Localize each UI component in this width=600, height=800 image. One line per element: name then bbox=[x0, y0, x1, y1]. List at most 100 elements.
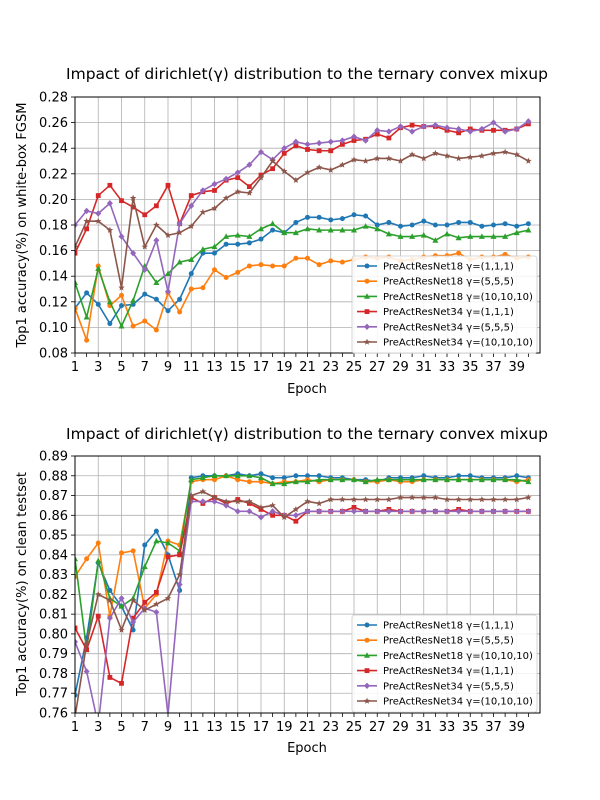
data-point bbox=[107, 675, 113, 680]
data-point bbox=[258, 479, 264, 485]
series-0 bbox=[75, 471, 531, 698]
data-point bbox=[385, 508, 392, 515]
data-point bbox=[351, 133, 357, 140]
data-point bbox=[257, 504, 265, 511]
y-tick-label: 0.08 bbox=[39, 347, 68, 362]
data-point bbox=[315, 164, 323, 171]
data-point bbox=[153, 600, 160, 608]
data-point bbox=[408, 151, 416, 158]
data-point bbox=[106, 200, 113, 207]
x-axis-label: Epoch bbox=[287, 741, 327, 756]
data-point bbox=[292, 505, 300, 513]
data-point bbox=[199, 474, 206, 481]
data-point bbox=[351, 212, 357, 218]
data-point bbox=[176, 571, 183, 578]
data-point bbox=[444, 230, 450, 237]
data-point bbox=[130, 615, 136, 621]
data-point bbox=[199, 187, 206, 194]
data-point bbox=[118, 322, 125, 329]
data-point bbox=[165, 288, 171, 295]
data-point bbox=[258, 225, 264, 232]
y-tick-label: 0.20 bbox=[39, 193, 68, 208]
data-point bbox=[141, 563, 148, 570]
data-point bbox=[119, 550, 124, 556]
data-point bbox=[199, 488, 207, 495]
y-tick-label: 0.78 bbox=[39, 667, 68, 682]
data-point bbox=[467, 128, 474, 135]
x-tick-label: 21 bbox=[299, 360, 316, 375]
series-line bbox=[75, 474, 529, 651]
data-point bbox=[153, 279, 160, 285]
legend-label: PreActResNet18 γ=(1,1,1) bbox=[383, 621, 514, 632]
data-point bbox=[362, 478, 369, 485]
data-point bbox=[129, 194, 137, 201]
legend-item: PreActResNet34 γ=(1,1,1) bbox=[357, 666, 514, 677]
data-point bbox=[408, 494, 416, 501]
data-point bbox=[316, 508, 323, 515]
data-point bbox=[118, 284, 125, 291]
data-point bbox=[386, 219, 392, 225]
x-tick-label: 3 bbox=[94, 720, 102, 735]
data-point bbox=[525, 494, 532, 501]
data-point bbox=[455, 234, 462, 241]
data-point bbox=[130, 204, 136, 210]
data-point bbox=[443, 496, 451, 503]
data-point bbox=[525, 157, 532, 164]
data-point bbox=[269, 508, 276, 515]
data-point bbox=[351, 226, 357, 233]
data-point bbox=[444, 222, 450, 228]
data-point bbox=[305, 255, 310, 261]
legend-item: PreActResNet18 γ=(5,5,5) bbox=[357, 277, 514, 288]
data-point bbox=[258, 474, 264, 481]
data-point bbox=[246, 240, 252, 246]
data-point bbox=[222, 194, 230, 201]
data-point bbox=[432, 149, 439, 157]
data-point bbox=[153, 327, 159, 333]
legend-label: PreActResNet18 γ=(1,1,1) bbox=[383, 262, 514, 273]
data-point bbox=[75, 625, 78, 631]
data-point bbox=[385, 155, 393, 162]
data-point bbox=[246, 508, 253, 515]
data-point bbox=[513, 476, 520, 483]
legend-marker bbox=[364, 278, 370, 284]
data-point bbox=[164, 594, 172, 602]
data-point bbox=[281, 150, 287, 156]
series-line bbox=[75, 213, 529, 325]
data-point bbox=[269, 480, 276, 487]
data-point bbox=[397, 476, 404, 483]
data-point bbox=[444, 476, 450, 483]
data-point bbox=[478, 233, 485, 239]
data-point bbox=[385, 128, 392, 135]
data-point bbox=[514, 473, 520, 479]
data-point bbox=[165, 539, 171, 546]
data-point bbox=[304, 478, 311, 485]
data-point bbox=[385, 476, 392, 483]
data-point bbox=[502, 128, 509, 135]
legend-marker bbox=[364, 293, 370, 299]
data-point bbox=[397, 233, 404, 239]
data-point bbox=[525, 508, 532, 515]
data-point bbox=[293, 219, 299, 225]
data-point bbox=[258, 506, 264, 512]
data-point bbox=[223, 274, 229, 280]
data-point bbox=[409, 128, 416, 135]
data-point bbox=[142, 318, 148, 324]
data-point bbox=[339, 226, 346, 233]
data-point bbox=[119, 680, 124, 686]
data-point bbox=[83, 640, 90, 647]
legend-label: PreActResNet18 γ=(10,10,10) bbox=[383, 651, 533, 662]
x-tick-label: 5 bbox=[117, 720, 125, 735]
data-point bbox=[397, 508, 404, 515]
data-point bbox=[188, 492, 195, 499]
data-point bbox=[212, 250, 217, 256]
legend-item: PreActResNet18 γ=(10,10,10) bbox=[357, 292, 533, 303]
data-point bbox=[258, 514, 264, 521]
data-point bbox=[95, 540, 101, 546]
data-point bbox=[95, 557, 102, 564]
data-point bbox=[525, 221, 531, 227]
data-point bbox=[176, 581, 183, 588]
data-point bbox=[374, 508, 381, 515]
data-point bbox=[304, 498, 311, 505]
x-tick-label: 13 bbox=[206, 720, 223, 735]
data-point bbox=[188, 271, 194, 277]
